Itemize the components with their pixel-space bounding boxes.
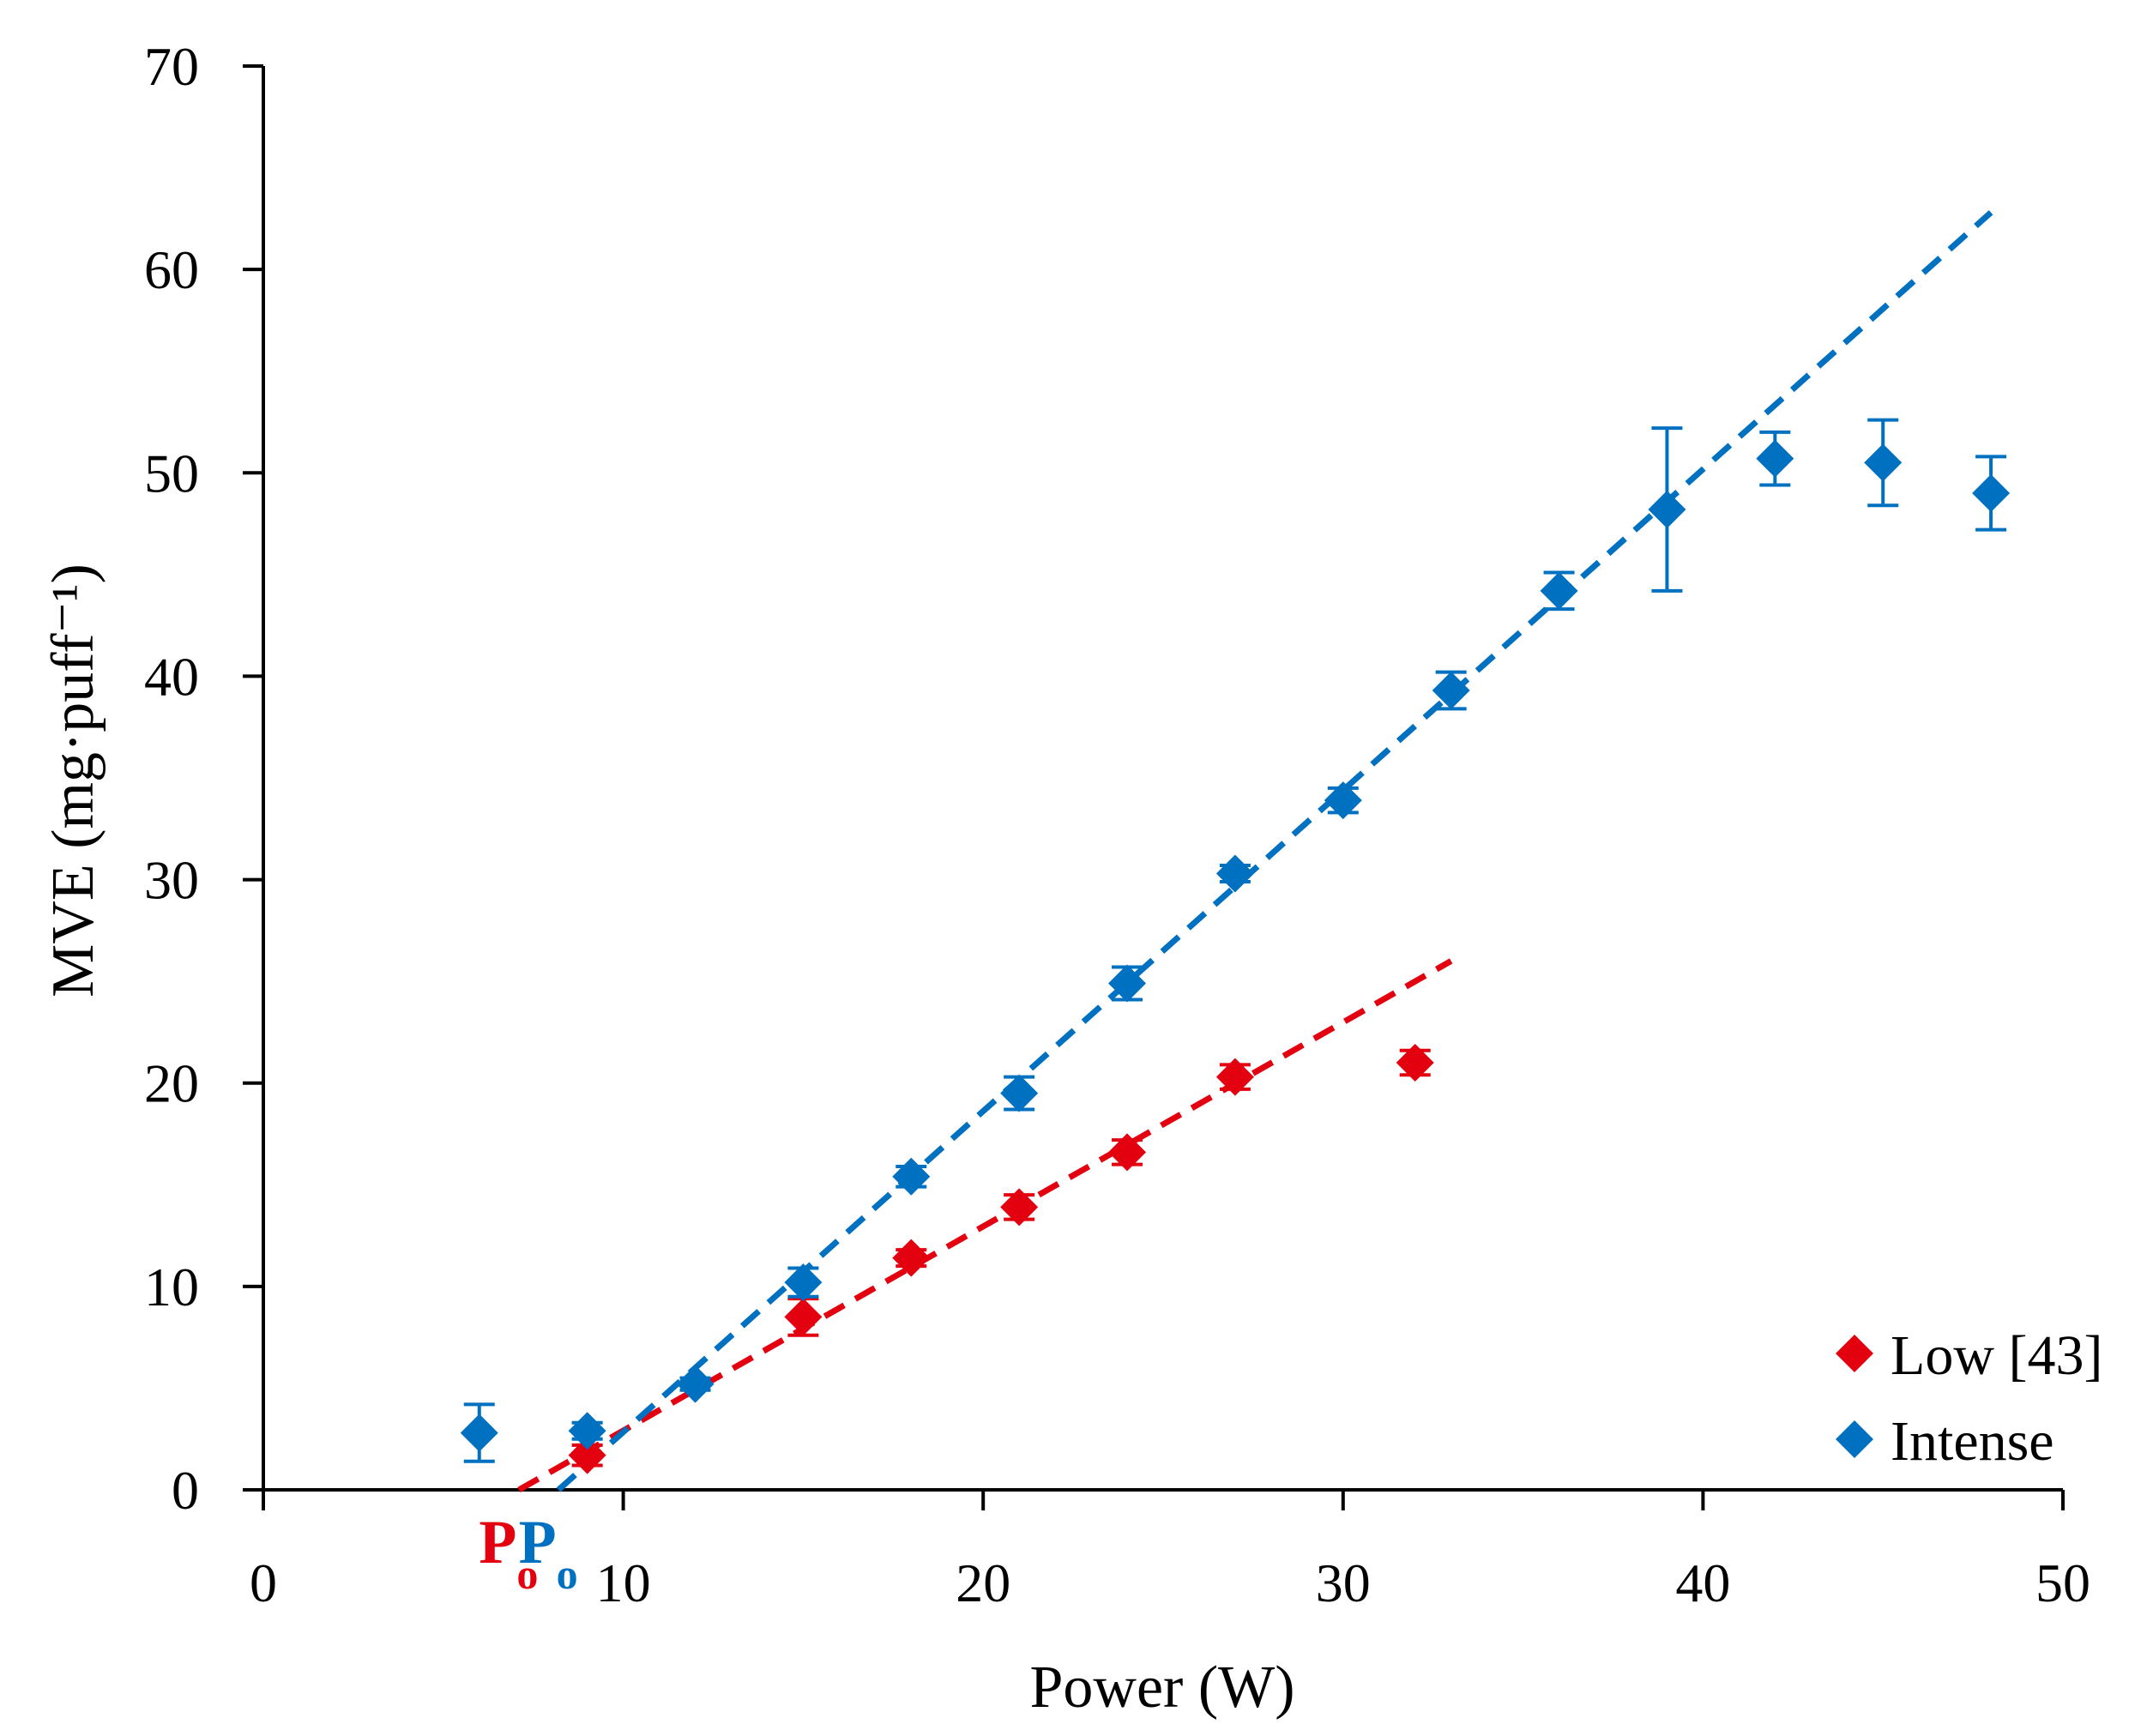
y-tick-label: 0 bbox=[172, 1460, 199, 1521]
data-point-intense bbox=[1432, 672, 1470, 710]
legend-label: Low [43] bbox=[1891, 1324, 2102, 1387]
y-tick-label: 10 bbox=[144, 1257, 199, 1317]
legend-marker bbox=[1836, 1420, 1873, 1458]
y-tick-label: 70 bbox=[144, 36, 199, 97]
data-points bbox=[460, 439, 2011, 1474]
po-annotation: Po bbox=[479, 1508, 538, 1598]
y-axis-title: MVE (mg·puff⁻¹) bbox=[40, 564, 106, 998]
data-point-intense bbox=[1108, 964, 1147, 1003]
x-tick-label: 30 bbox=[1316, 1552, 1371, 1613]
data-point-intense bbox=[1215, 854, 1254, 893]
x-tick-label: 50 bbox=[2035, 1552, 2090, 1613]
po-annotation: Po bbox=[519, 1508, 578, 1598]
x-tick-label: 40 bbox=[1675, 1552, 1730, 1613]
data-point-intense bbox=[568, 1412, 606, 1450]
y-tick-label: 50 bbox=[144, 443, 199, 503]
data-point-low-43 bbox=[1108, 1133, 1147, 1172]
y-tick-label: 30 bbox=[144, 850, 199, 911]
error-bars bbox=[463, 418, 2007, 1468]
data-point-intense bbox=[892, 1157, 931, 1196]
legend: Low [43] Intense bbox=[1836, 1324, 2102, 1473]
data-point-intense bbox=[1000, 1074, 1039, 1112]
data-point-low-43 bbox=[1215, 1058, 1254, 1096]
data-point-intense bbox=[1324, 781, 1362, 820]
data-point-low-43 bbox=[784, 1298, 823, 1336]
data-point-low-43 bbox=[1396, 1044, 1434, 1082]
data-point-intense bbox=[1864, 443, 1903, 482]
data-point-intense bbox=[1540, 571, 1578, 610]
data-point-intense bbox=[784, 1263, 823, 1302]
trendlines bbox=[517, 210, 1993, 1493]
x-axis-title: Power (W) bbox=[1029, 1655, 1294, 1721]
data-point-low-43 bbox=[1000, 1188, 1039, 1227]
data-point-low-43 bbox=[568, 1436, 606, 1474]
x-tick-label: 10 bbox=[596, 1552, 651, 1613]
trendline-low-43 bbox=[517, 958, 1453, 1493]
data-point-intense bbox=[1648, 490, 1686, 528]
x-axis-ticks: 0 10 20 30 40 50 bbox=[250, 1490, 2090, 1613]
data-point-intense bbox=[1972, 474, 2011, 512]
y-tick-label: 60 bbox=[144, 239, 199, 300]
trendline-intense bbox=[556, 210, 1993, 1492]
legend-label: Intense bbox=[1891, 1410, 2054, 1473]
legend-marker bbox=[1836, 1335, 1873, 1372]
data-point-intense bbox=[1756, 439, 1794, 478]
data-point-intense bbox=[460, 1414, 498, 1452]
x-tick-label: 20 bbox=[956, 1552, 1010, 1613]
y-axis-ticks: 0 10 20 30 40 50 60 70 bbox=[144, 36, 263, 1521]
y-tick-label: 20 bbox=[144, 1053, 199, 1114]
data-point-low-43 bbox=[892, 1239, 931, 1277]
y-tick-label: 40 bbox=[144, 646, 199, 707]
data-point-intense bbox=[676, 1365, 715, 1403]
x-tick-label: 0 bbox=[250, 1552, 277, 1613]
